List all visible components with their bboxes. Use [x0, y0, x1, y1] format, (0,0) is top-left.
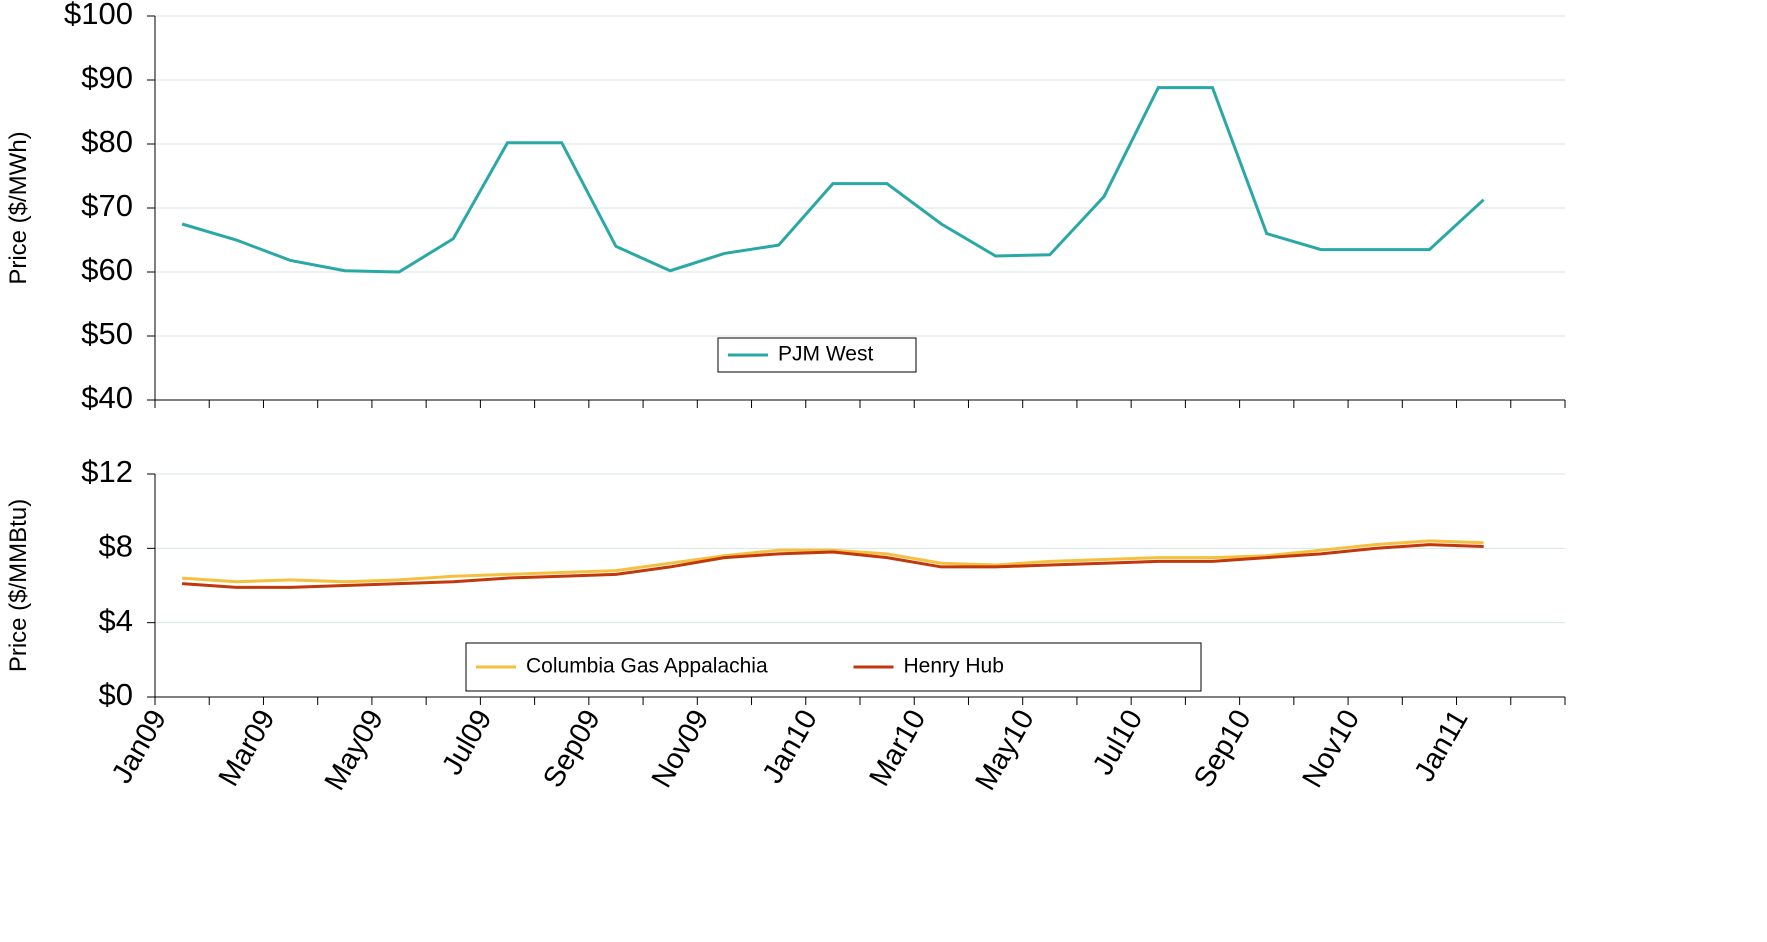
y-tick-label: $8: [99, 529, 133, 564]
series-line: [181, 86, 1485, 274]
y-tick-label: $90: [81, 60, 133, 95]
x-tick-label: May10: [970, 705, 1041, 796]
x-tick-label: Mar10: [863, 705, 932, 792]
x-tick-label: Jan10: [757, 705, 824, 789]
y-axis-title: Price ($/MMBtu): [5, 499, 32, 672]
series-line: [182, 539, 1484, 584]
y-tick-label: $4: [99, 603, 133, 638]
x-tick-label: Jan11: [1408, 705, 1474, 788]
x-tick-label: Nov10: [1297, 705, 1367, 794]
x-tick-label: Nov09: [646, 705, 716, 794]
legend-box: [717, 337, 917, 373]
y-tick-label: $60: [81, 252, 133, 287]
legend-label: Columbia Gas Appalachia: [526, 655, 768, 678]
x-tick-label: Jul09: [436, 705, 498, 781]
y-tick-label: $0: [99, 677, 133, 712]
series-line: [182, 543, 1484, 589]
x-tick-label: May09: [319, 705, 390, 796]
legend-box: [465, 642, 1202, 692]
y-tick-label: $12: [81, 454, 133, 489]
legend-label: Henry Hub: [904, 655, 1004, 678]
y-tick-label: $40: [81, 380, 133, 415]
y-tick-label: $50: [81, 316, 133, 351]
y-tick-label: $80: [81, 124, 133, 159]
x-tick-label: Mar09: [213, 705, 282, 792]
y-tick-label: $70: [81, 188, 133, 223]
y-tick-label: $100: [64, 0, 133, 31]
x-tick-label: Jan09: [106, 705, 173, 789]
x-tick-label: Sep09: [537, 705, 607, 794]
legend-label: PJM West: [778, 343, 873, 366]
y-axis-title: Price ($/MWh): [5, 131, 32, 284]
x-tick-label: Sep10: [1188, 705, 1258, 794]
x-tick-label: Jul10: [1087, 705, 1149, 781]
